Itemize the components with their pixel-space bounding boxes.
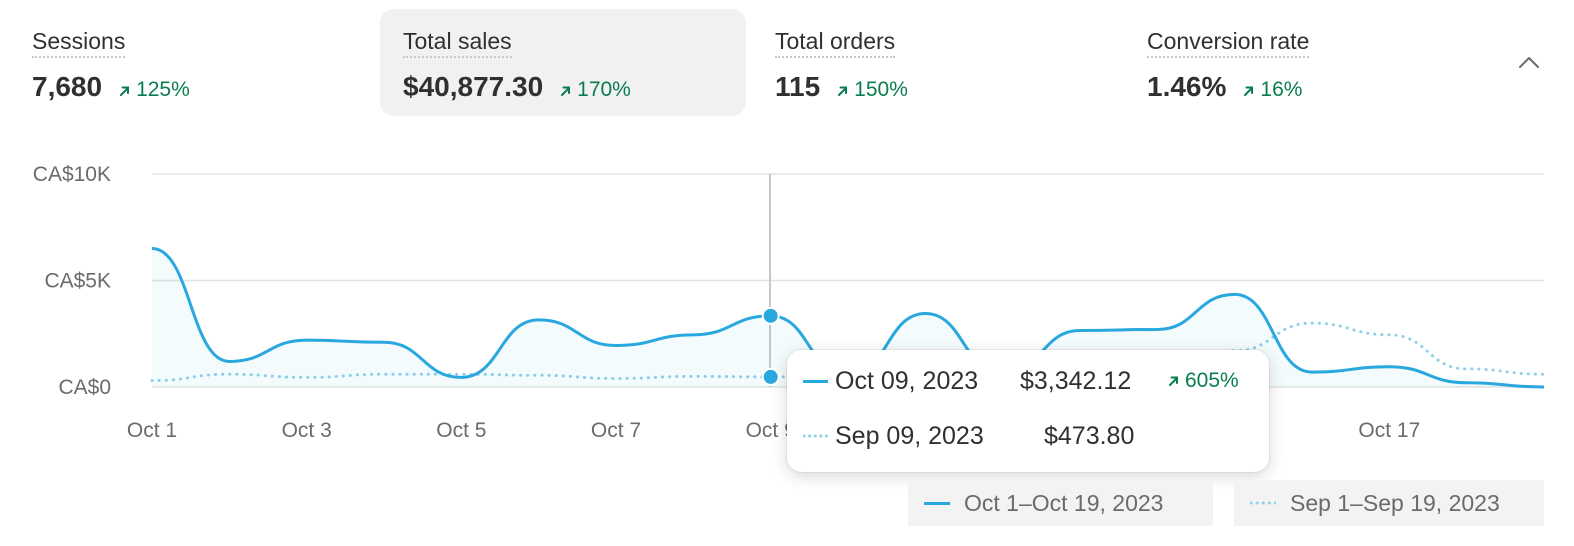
chevron-up-icon — [1519, 57, 1539, 68]
metric-label[interactable]: Conversion rate — [1147, 27, 1310, 58]
x-tick-label: Oct 3 — [282, 419, 332, 442]
tooltip-date: Oct 09, 2023 — [835, 366, 979, 395]
metric-trend: 16% — [1242, 78, 1302, 102]
metric-value: $40,877.30 — [403, 71, 544, 102]
y-tick-label: CA$10K — [33, 163, 111, 186]
metric-value: 115 — [775, 71, 821, 102]
y-tick-label: CA$5K — [44, 270, 111, 293]
arrow-up-right-icon — [561, 86, 571, 96]
arrow-up-right-icon — [1244, 86, 1254, 96]
legend-item-current[interactable]: Oct 1–Oct 19, 2023 — [908, 480, 1213, 526]
x-tick-label: Oct 1 — [127, 419, 177, 442]
tooltip-trend: 605% — [1167, 369, 1239, 393]
metric-trend: 150% — [836, 78, 908, 102]
arrow-up-right-icon — [838, 86, 848, 96]
hover-point-current — [761, 306, 780, 325]
legend-item-previous[interactable]: Sep 1–Sep 19, 2023 — [1234, 480, 1544, 526]
tooltip-row-previous: Sep 09, 2023 $473.80 — [787, 421, 1269, 451]
series-line-previous — [150, 321, 1546, 383]
legend-label: Oct 1–Oct 19, 2023 — [964, 489, 1164, 516]
metric-card-total-orders[interactable]: Total orders 115 150% — [752, 9, 1118, 116]
x-tick-label: Oct 7 — [591, 419, 641, 442]
x-tick-label: Oct 5 — [436, 419, 486, 442]
tooltip-date: Sep 09, 2023 — [835, 421, 984, 450]
metric-trend: 125% — [118, 78, 190, 102]
metric-trend-value: 125% — [136, 78, 190, 101]
metric-trend-value: 16% — [1260, 78, 1303, 101]
tooltip-trend-value: 605% — [1185, 369, 1239, 392]
tooltip-value: $3,342.12 — [1020, 366, 1132, 395]
solid-line-swatch — [803, 380, 828, 383]
tooltip-row-current: Oct 09, 2023 $3,342.12 605% — [787, 366, 1269, 396]
dotted-line-swatch — [1250, 501, 1276, 505]
collapse-button[interactable] — [1516, 50, 1542, 76]
metric-label[interactable]: Total orders — [775, 27, 896, 58]
metric-trend: 170% — [559, 78, 631, 102]
metric-trend-value: 150% — [854, 78, 908, 101]
metric-value: 7,680 — [32, 71, 103, 102]
arrow-up-right-icon — [1169, 376, 1178, 386]
solid-line-swatch — [924, 501, 950, 505]
x-tick-label: Oct 9 — [746, 419, 796, 442]
arrow-up-right-icon — [120, 86, 130, 96]
tooltip-value: $473.80 — [1044, 421, 1135, 450]
dotted-line-swatch — [803, 434, 828, 438]
metric-card-conversion-rate[interactable]: Conversion rate 1.46% 16% — [1124, 9, 1490, 116]
metric-card-sessions[interactable]: Sessions 7,680 125% — [9, 9, 375, 116]
legend-label: Sep 1–Sep 19, 2023 — [1290, 489, 1500, 516]
metric-label[interactable]: Total sales — [403, 27, 512, 58]
hover-markers — [761, 306, 780, 386]
metric-value: 1.46% — [1147, 71, 1227, 102]
y-tick-label: CA$0 — [58, 376, 111, 399]
x-tick-label: Oct 17 — [1358, 419, 1420, 442]
metric-trend-value: 170% — [577, 78, 631, 101]
metric-label[interactable]: Sessions — [32, 27, 126, 58]
metric-card-total-sales[interactable]: Total sales $40,877.30 170% — [380, 9, 746, 116]
hover-point-previous — [761, 367, 780, 386]
y-axis: CA$0 CA$5K CA$10K — [33, 163, 111, 399]
chart-tooltip: Oct 09, 2023 $3,342.12 605% Sep 09, 2023… — [787, 350, 1269, 472]
